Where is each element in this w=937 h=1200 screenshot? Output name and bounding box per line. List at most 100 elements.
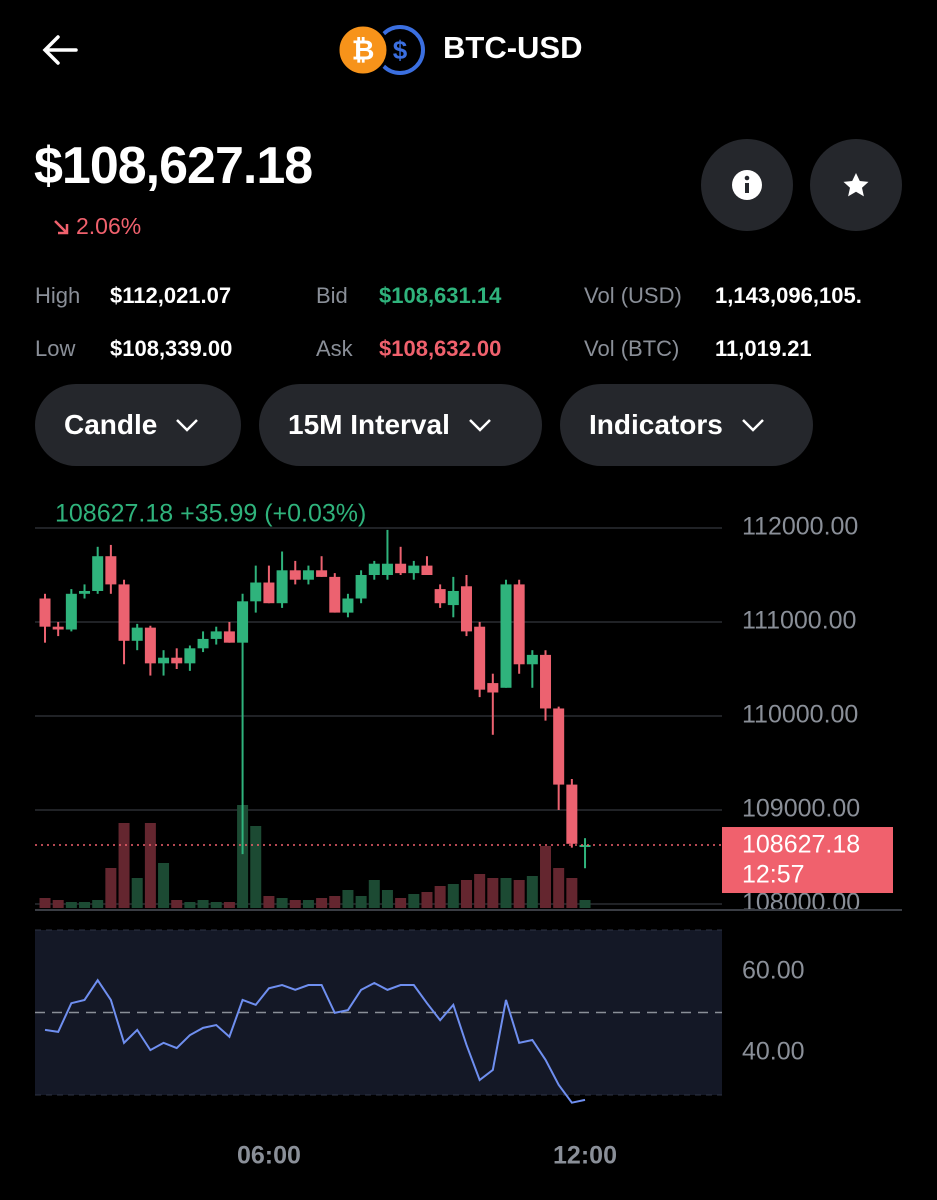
candle-body bbox=[144, 627, 156, 664]
volume-bar bbox=[487, 878, 499, 908]
volume-bar bbox=[263, 896, 275, 908]
price-change: 2.06% bbox=[76, 213, 142, 239]
chevron bbox=[741, 419, 764, 432]
candle-body bbox=[289, 570, 301, 580]
candle-body bbox=[250, 582, 262, 602]
candle-body bbox=[381, 563, 393, 576]
stat-value: 11,019.21 bbox=[715, 336, 812, 361]
candle-body bbox=[302, 570, 314, 580]
dropdown-label: Candle bbox=[64, 409, 158, 440]
candle-body bbox=[342, 598, 354, 613]
volume-bar bbox=[474, 874, 486, 908]
candle-body bbox=[237, 601, 249, 643]
volume-bar bbox=[579, 900, 591, 908]
volume-bar bbox=[197, 900, 209, 908]
candle-body bbox=[223, 631, 235, 643]
volume-bar bbox=[553, 868, 565, 908]
rsi-tick-label: 60.00 bbox=[742, 957, 805, 985]
volume-bar bbox=[223, 902, 235, 908]
stat-label: Vol (USD) bbox=[584, 283, 682, 308]
candle-body bbox=[566, 784, 578, 844]
volume-bar bbox=[329, 896, 341, 908]
stat-value: $108,339.00 bbox=[110, 336, 233, 361]
volume-bar bbox=[210, 902, 222, 908]
candle-body bbox=[408, 565, 420, 574]
pair-title: BTC-USD bbox=[443, 30, 583, 65]
volume-bar bbox=[276, 898, 288, 908]
chart-legend: 108627.18 +35.99 (+0.03%) bbox=[55, 500, 366, 528]
dropdown[interactable]: Candle bbox=[35, 384, 241, 466]
svg-text:$: $ bbox=[393, 35, 408, 65]
chevron bbox=[176, 419, 199, 432]
volume-bar bbox=[144, 823, 156, 908]
x-tick-label: 12:00 bbox=[553, 1142, 617, 1170]
volume-bar bbox=[79, 902, 91, 908]
candle-body bbox=[276, 570, 288, 604]
volume-bar bbox=[250, 826, 262, 908]
volume-bar bbox=[316, 898, 328, 908]
candle-body bbox=[526, 654, 538, 665]
volume-bar bbox=[421, 892, 433, 908]
info-button[interactable] bbox=[701, 139, 793, 231]
candle-body bbox=[355, 575, 367, 599]
volume-bar bbox=[368, 880, 380, 908]
candle-body bbox=[105, 556, 117, 585]
candle-body bbox=[158, 657, 170, 664]
last-price-box bbox=[722, 827, 893, 894]
x-tick-label: 06:00 bbox=[237, 1142, 301, 1170]
volume-bar bbox=[355, 896, 367, 908]
volume-bar bbox=[289, 900, 301, 908]
price-pane: 112000.00 111000.00 110000.00 109000.00 1080… bbox=[35, 513, 860, 917]
candle-body bbox=[92, 556, 104, 591]
rsi-line bbox=[44, 978, 586, 1104]
rsi-tick-label: 40.00 bbox=[742, 1038, 805, 1066]
stat-label: Ask bbox=[316, 336, 353, 361]
candle-body bbox=[513, 584, 525, 665]
candle-body bbox=[460, 586, 472, 632]
candle-body bbox=[210, 631, 222, 639]
candle-body bbox=[553, 708, 565, 785]
candle-body bbox=[171, 657, 183, 664]
volume-bar bbox=[92, 900, 104, 908]
pair-icon: $ ₿ bbox=[336, 23, 425, 77]
volume-bar bbox=[526, 876, 538, 908]
stat-value: 1,143,096,105. bbox=[715, 283, 862, 308]
candle-body bbox=[421, 565, 433, 576]
volume-bar bbox=[408, 894, 420, 908]
y-tick-label: 111000.00 bbox=[742, 607, 856, 635]
volume-bar bbox=[105, 868, 117, 908]
countdown-label: 12:57 bbox=[742, 861, 805, 889]
y-tick-label: 108000.00 bbox=[742, 889, 860, 917]
candle-body bbox=[329, 576, 341, 613]
price: $108,627.18 bbox=[34, 137, 313, 195]
candle-body bbox=[65, 593, 77, 630]
y-tick-label: 110000.00 bbox=[742, 701, 858, 729]
volume-bar bbox=[237, 805, 249, 908]
dropdown[interactable]: Indicators bbox=[560, 384, 813, 466]
candle-body bbox=[447, 590, 459, 606]
volume-bar bbox=[171, 900, 183, 908]
volume-bar bbox=[39, 898, 51, 908]
stat-label: Bid bbox=[316, 283, 348, 308]
svg-text:₿: ₿ bbox=[352, 34, 375, 65]
volume-bar bbox=[184, 902, 196, 908]
volume-bar bbox=[460, 880, 472, 908]
stat-value: $108,631.14 bbox=[379, 283, 502, 308]
dropdown[interactable]: 15M Interval bbox=[259, 384, 542, 466]
volume-bar bbox=[566, 878, 578, 908]
candle-body bbox=[316, 570, 328, 577]
y-tick-label: 109000.00 bbox=[742, 795, 860, 823]
volume-bar bbox=[118, 823, 130, 908]
watchlist-button[interactable] bbox=[810, 139, 902, 231]
y-tick-label: 112000.00 bbox=[742, 513, 858, 541]
candle-body bbox=[197, 638, 209, 649]
candle-body bbox=[368, 563, 380, 576]
candle-body bbox=[39, 598, 51, 627]
candle-body bbox=[263, 582, 275, 604]
back-button[interactable] bbox=[40, 32, 80, 68]
volume-bar bbox=[395, 898, 407, 908]
dropdown-label: 15M Interval bbox=[288, 409, 450, 440]
stat-label: Low bbox=[35, 336, 76, 361]
